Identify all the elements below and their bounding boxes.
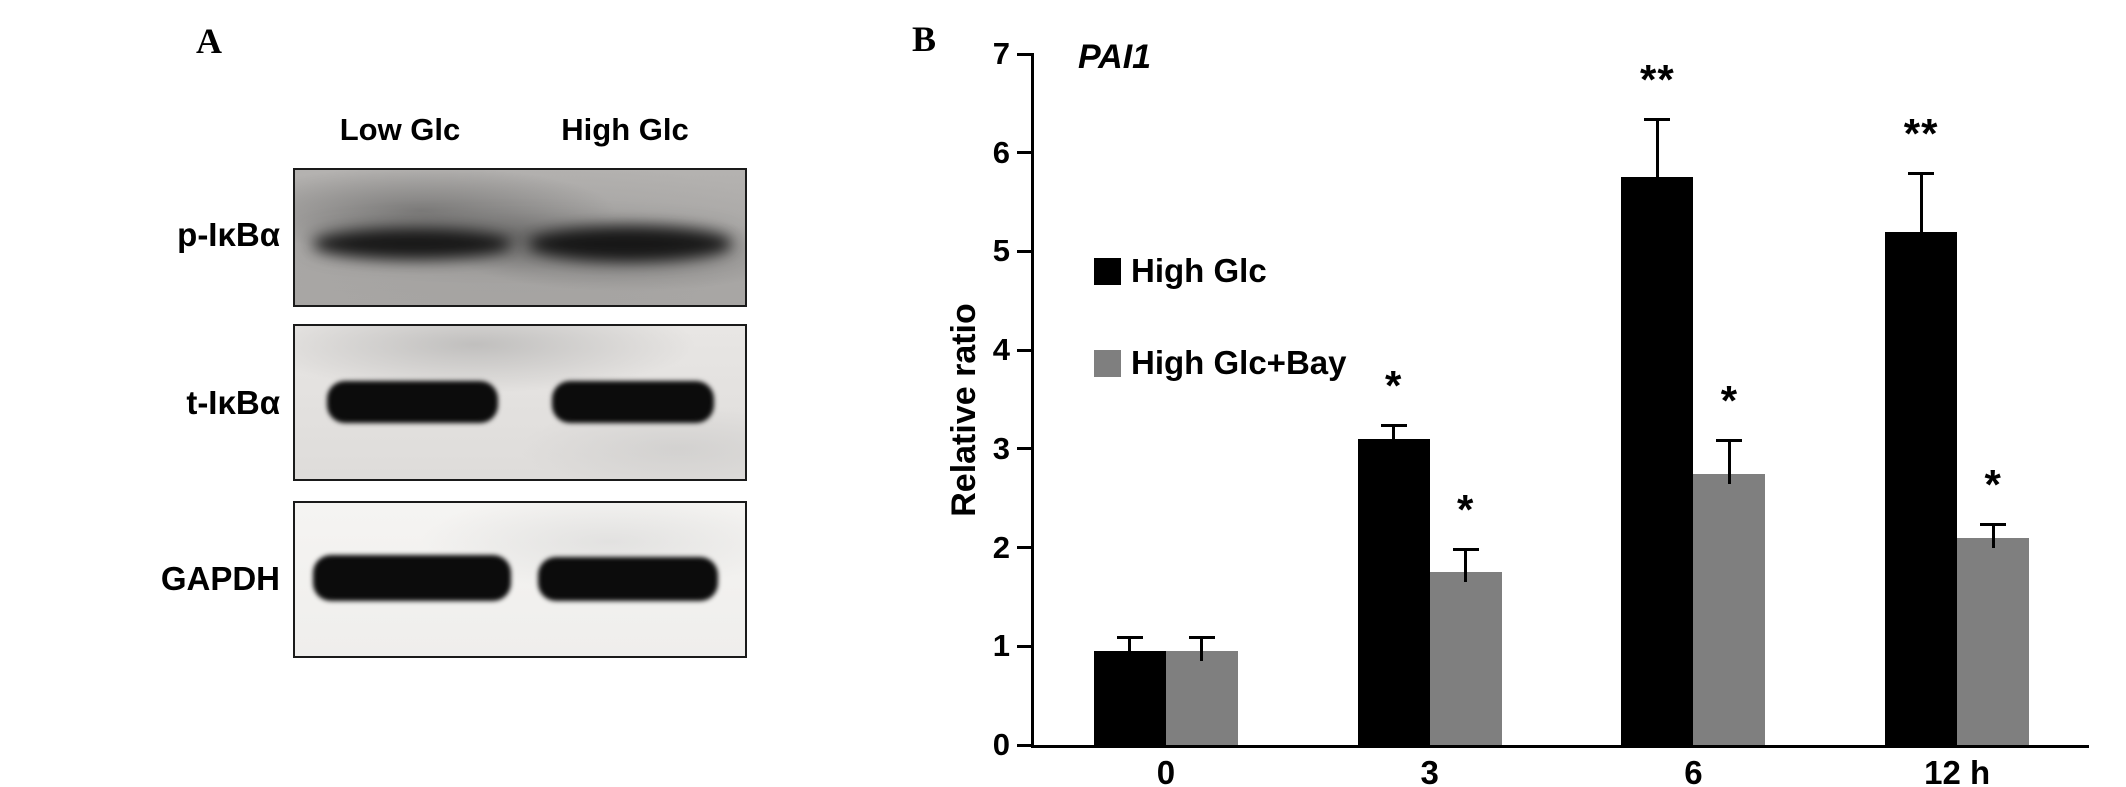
y-axis-tick-label: 5 [992,233,1010,269]
error-bar [1464,547,1468,583]
significance-marker: ** [1640,56,1675,104]
bar-high-glc [1093,651,1166,745]
error-bar [1919,172,1923,242]
y-axis-title: Relative ratio [945,303,983,517]
bar-high-glc-bay [1429,572,1502,745]
error-bar [1991,522,1995,548]
bar-high-glc [1357,438,1430,745]
error-bar-cap [1980,522,2007,526]
error-bar-cap [1380,424,1407,428]
blot-image-p-ikba [293,168,747,307]
y-axis-tick-label: 0 [992,727,1010,762]
y-axis-tick-label: 6 [992,134,1010,170]
blot-band-low-glc [313,229,511,260]
y-axis-tick-label: 7 [992,36,1010,71]
x-axis-tick-label: 12 h [1924,754,1991,787]
significance-marker: * [1456,485,1475,533]
panel-b-label: B [912,19,937,59]
y-axis-tick-label: 4 [992,332,1010,368]
bar-chart: PAI1 High Glc High Glc+Bay 0 1 2 3 4 5 6 7 0 3 * * 6… [993,36,2089,787]
y-axis-tick-label: 2 [992,529,1010,565]
blot-row-label-p-ikba: p-IκBα [177,216,280,253]
error-bar-cap [1116,636,1143,640]
y-axis-tick-label: 3 [992,430,1010,466]
legend-label: High Glc+Bay [1131,344,1347,381]
y-axis-tick [1017,743,1034,747]
blot-image-t-ikba [293,324,747,481]
blot-band-low-glc [313,555,511,602]
blot-band-low-glc [326,381,498,424]
bar-high-glc [1885,231,1958,745]
error-bar [1392,424,1396,449]
blot-band-high-glc [551,381,714,424]
y-axis-tick [1017,249,1034,253]
error-bar-cap [1908,172,1935,176]
error-bar-cap [1644,118,1671,122]
significance-marker: ** [1903,110,1939,158]
legend-item-high-glc-bay: High Glc+Bay [1094,344,1346,382]
lane-header-low-glc: Low Glc [339,112,461,147]
error-bar-cap [1452,547,1479,551]
bar-high-glc [1621,177,1694,745]
error-bar [1655,118,1659,188]
error-bar [1727,438,1731,484]
blot-row-label-t-ikba: t-IκBα [186,384,280,421]
y-axis-tick [1017,151,1034,155]
panel-a-label: A [196,21,222,61]
legend-label: High Glc [1131,252,1267,289]
x-axis-tick-label: 3 [1420,754,1439,787]
y-axis-tick [1017,52,1034,56]
y-axis-tick [1017,546,1034,550]
bar-high-glc-bay [1693,473,1766,745]
blot-image-gapdh [293,501,747,658]
x-axis-tick-label: 0 [1156,754,1176,787]
legend-item-high-glc: High Glc [1094,252,1267,290]
blot-row-label-gapdh: GAPDH [160,560,280,597]
legend-swatch-black [1094,257,1121,285]
legend-swatch-gray [1094,349,1121,377]
x-axis-tick-label: 6 [1684,754,1703,787]
bar-high-glc-bay [1957,537,2030,745]
error-bar [1200,636,1204,662]
y-axis-tick [1017,348,1034,352]
y-axis-tick [1017,644,1034,648]
bar-high-glc-bay [1165,651,1238,745]
blot-band-high-glc [538,556,718,601]
significance-marker: * [1384,362,1403,410]
y-axis-tick-label: 1 [992,628,1010,664]
lane-header-high-glc: High Glc [561,112,689,147]
significance-marker: * [1720,376,1739,424]
error-bar [1128,636,1132,662]
chart-title: PAI1 [1078,38,1152,76]
error-bar-cap [1716,438,1743,442]
significance-marker: * [1984,460,2002,508]
error-bar-cap [1188,636,1215,640]
blot-band-high-glc [529,226,732,261]
y-axis-tick [1017,447,1034,451]
